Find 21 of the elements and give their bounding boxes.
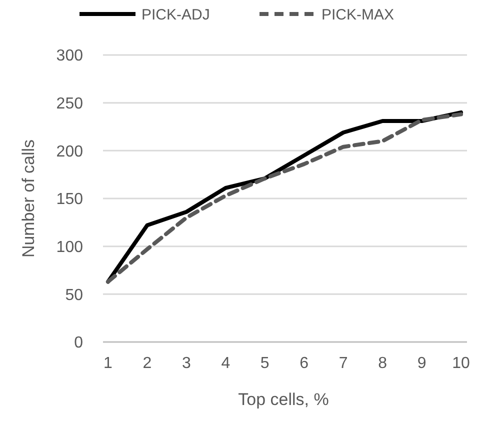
- x-axis-title: Top cells, %: [238, 390, 329, 409]
- x-tick-label: 2: [142, 355, 152, 372]
- x-tick-label: 9: [417, 355, 426, 372]
- y-tick-label: 50: [65, 286, 84, 304]
- x-tick-label: 10: [452, 355, 470, 372]
- x-tick-label: 6: [300, 355, 309, 372]
- x-tick-label: 4: [221, 355, 230, 372]
- x-tick-label: 1: [104, 355, 113, 372]
- x-tick-label: 3: [182, 355, 191, 372]
- legend-label: PICK-MAX: [322, 6, 394, 24]
- y-tick-label: 250: [56, 95, 84, 112]
- y-tick-label: 200: [56, 143, 84, 160]
- y-tick-label: 300: [56, 48, 84, 65]
- legend-label: PICK-ADJ: [142, 6, 210, 24]
- y-tick-label: 100: [56, 238, 84, 256]
- y-tick-label: 150: [56, 191, 84, 208]
- x-tick-label: 5: [260, 355, 270, 372]
- y-tick-label: 0: [74, 334, 84, 352]
- x-tick-label: 8: [378, 355, 388, 372]
- y-axis-title: Number of calls: [19, 139, 38, 258]
- x-tick-label: 7: [338, 355, 348, 372]
